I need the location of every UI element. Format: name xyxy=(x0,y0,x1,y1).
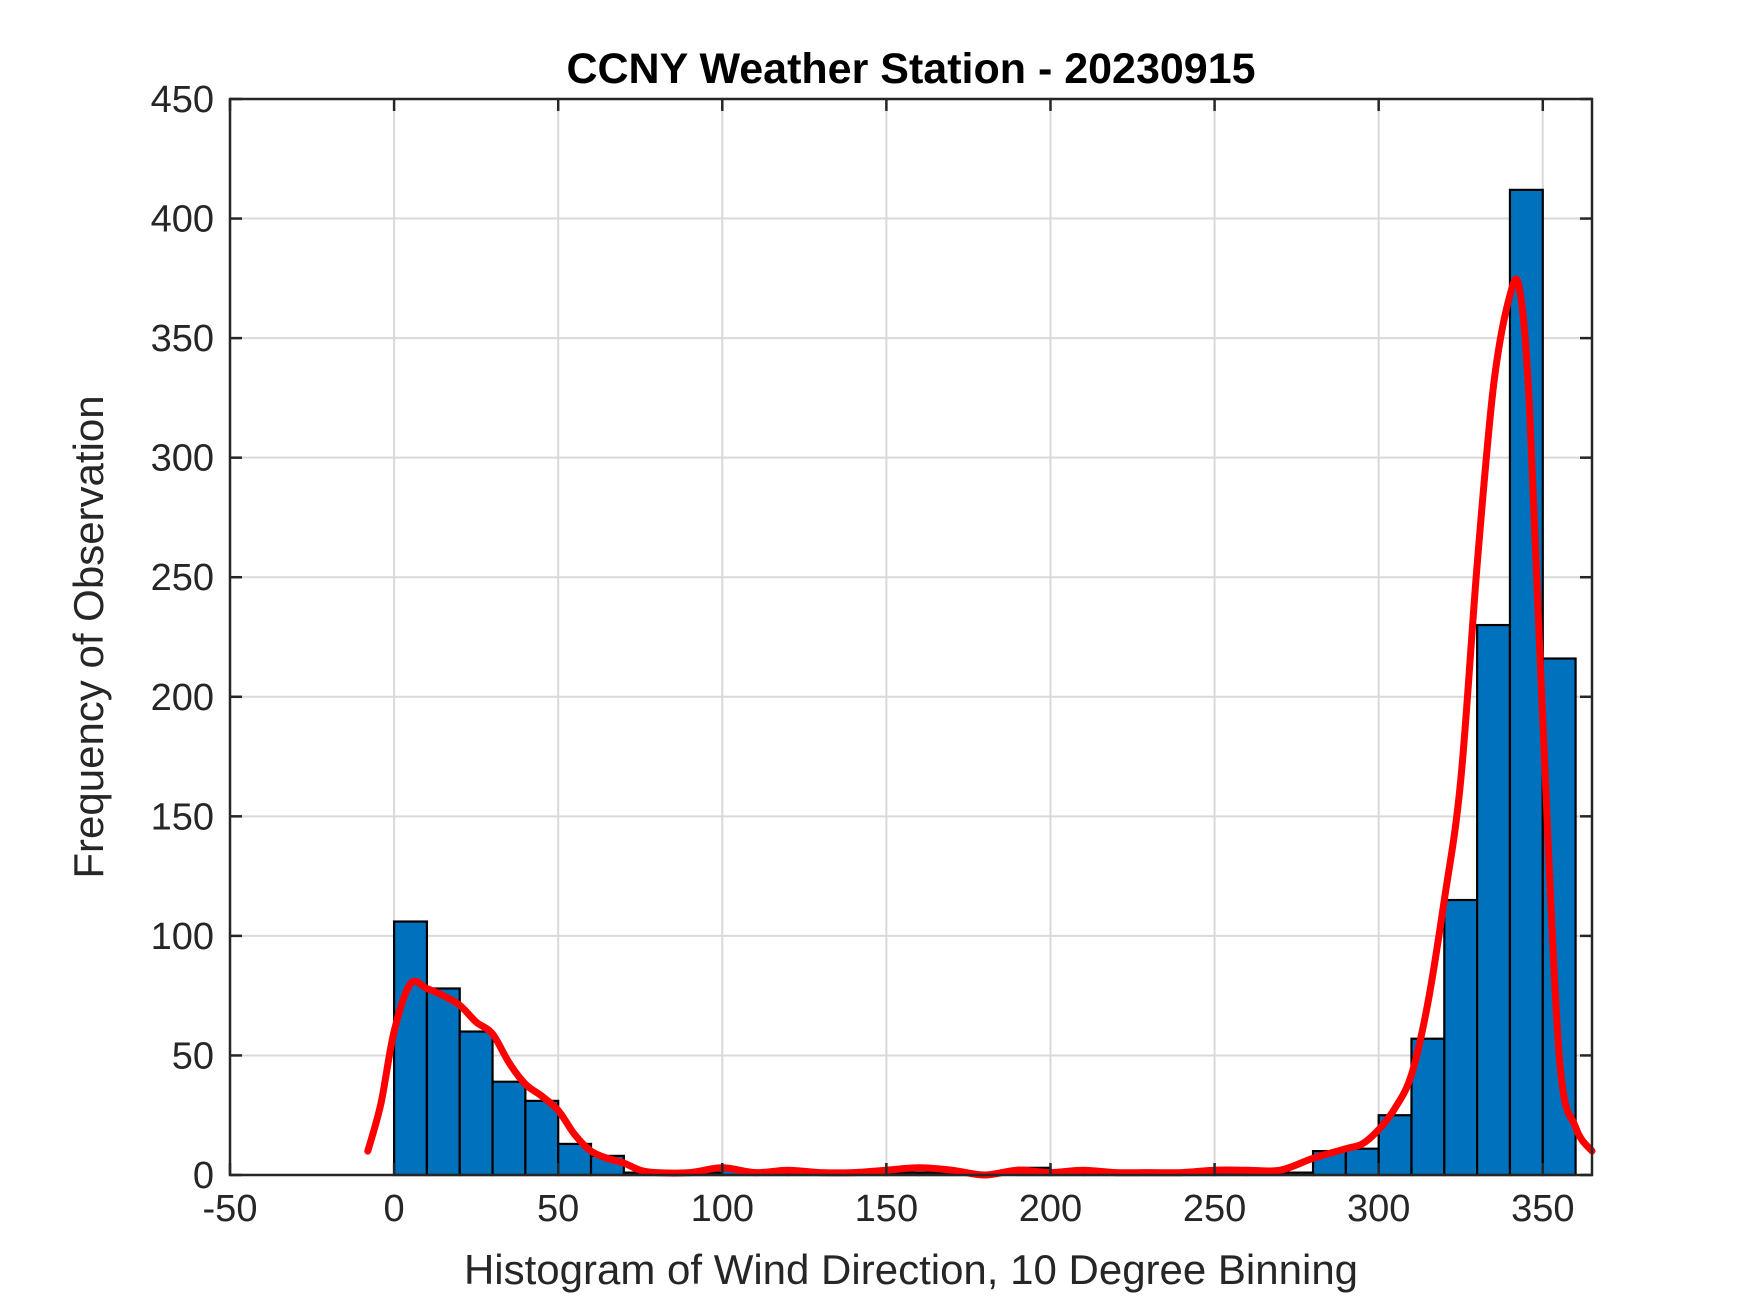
y-tick-label: 150 xyxy=(151,796,214,838)
x-tick-label: -50 xyxy=(203,1188,258,1230)
x-tick-labels: -50 0 50 100 150 200 250 300 350 xyxy=(203,1188,1575,1230)
density-curve-layer xyxy=(364,275,1596,1179)
histogram-bar xyxy=(1443,898,1479,1177)
x-tick-label: 100 xyxy=(691,1188,754,1230)
histogram-bar xyxy=(524,1099,560,1177)
histogram-bar xyxy=(458,1030,494,1177)
chart-title: CCNY Weather Station - 20230915 xyxy=(566,45,1255,93)
histogram-bar xyxy=(1476,623,1512,1177)
histogram-bar xyxy=(392,920,429,1177)
x-tick-label: 200 xyxy=(1019,1188,1082,1230)
y-tick-label: 350 xyxy=(151,318,214,360)
y-axis-label: Frequency of Observation xyxy=(65,395,112,878)
x-tick-label: 50 xyxy=(537,1188,579,1230)
x-tick-label: 250 xyxy=(1183,1188,1246,1230)
x-tick-label: 150 xyxy=(855,1188,918,1230)
x-axis-label: Histogram of Wind Direction, 10 Degree B… xyxy=(464,1246,1358,1293)
x-tick-label: 300 xyxy=(1347,1188,1410,1230)
histogram-bars xyxy=(392,188,1577,1177)
x-tick-label: 350 xyxy=(1511,1188,1574,1230)
density-curve xyxy=(364,275,1596,1179)
histogram-bar xyxy=(425,987,461,1177)
x-tick-label: 0 xyxy=(384,1188,405,1230)
axis-ticks xyxy=(228,97,1592,1177)
y-tick-label: 100 xyxy=(151,916,214,958)
y-tick-labels: 0 50 100 150 200 250 300 350 400 450 xyxy=(151,79,214,1197)
y-tick-label: 400 xyxy=(151,199,214,241)
plot-border xyxy=(228,97,1594,1177)
y-tick-label: 50 xyxy=(172,1035,214,1077)
histogram-bar xyxy=(491,1080,527,1177)
histogram-bar xyxy=(1344,1147,1380,1177)
y-tick-label: 200 xyxy=(151,677,214,719)
y-tick-label: 450 xyxy=(151,79,214,121)
y-tick-label: 300 xyxy=(151,438,214,480)
y-tick-label: 0 xyxy=(193,1155,214,1197)
histogram-bar xyxy=(1541,657,1577,1177)
y-tick-label: 250 xyxy=(151,557,214,599)
